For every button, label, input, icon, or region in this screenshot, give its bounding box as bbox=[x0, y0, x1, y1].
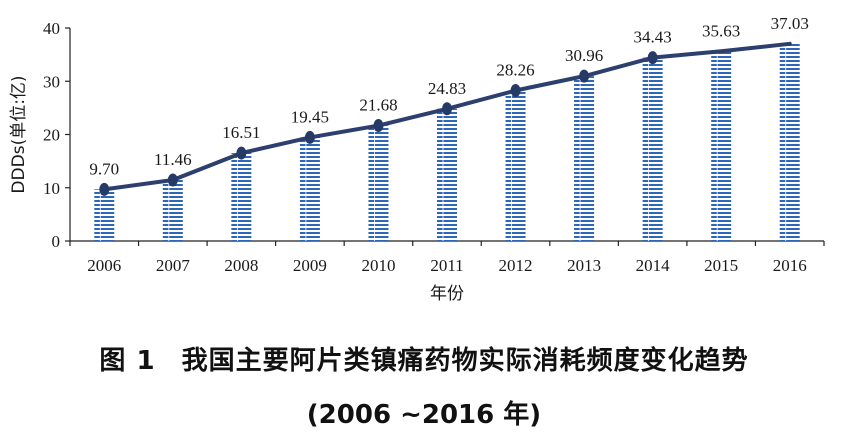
y-tick-label: 20 bbox=[43, 126, 60, 145]
data-label: 16.51 bbox=[222, 123, 260, 142]
data-label: 28.26 bbox=[496, 61, 534, 80]
line-marker bbox=[647, 51, 658, 65]
data-label: 30.96 bbox=[565, 46, 603, 65]
data-label: 35.63 bbox=[702, 21, 740, 40]
line-marker bbox=[579, 69, 590, 83]
y-tick-label: 10 bbox=[43, 179, 60, 198]
bar bbox=[368, 125, 389, 241]
line-marker bbox=[167, 173, 178, 187]
data-label: 9.70 bbox=[89, 159, 119, 178]
figure-number: 图 1 bbox=[99, 346, 156, 376]
x-axis: 2006 2007 2008 2009 2010 2011 2012 2013 2014 2015… bbox=[69, 240, 825, 275]
x-axis-title: 年份 bbox=[430, 284, 464, 304]
data-label: 21.68 bbox=[359, 96, 397, 115]
y-tick-label: 30 bbox=[43, 72, 60, 91]
bar bbox=[94, 189, 115, 241]
x-tick-label: 2016 bbox=[773, 256, 807, 275]
data-label: 11.46 bbox=[154, 150, 192, 169]
figure-period: (2006 ~2016 年) bbox=[306, 400, 542, 430]
x-tick-label: 2014 bbox=[636, 256, 671, 275]
x-tick-label: 2009 bbox=[293, 256, 327, 275]
line-marker bbox=[510, 84, 521, 98]
data-label: 37.03 bbox=[771, 14, 809, 33]
y-axis-title: DDDs(单位:亿) bbox=[9, 75, 29, 193]
figure-caption: 图 1 我国主要阿片类镇痛药物实际消耗频度变化趋势 bbox=[0, 340, 848, 377]
x-tick-label: 2011 bbox=[430, 256, 463, 275]
bar bbox=[505, 90, 526, 241]
bar bbox=[711, 51, 732, 241]
bar bbox=[574, 76, 595, 241]
data-label: 34.43 bbox=[634, 28, 672, 47]
x-tick-label: 2010 bbox=[361, 256, 395, 275]
data-label: 24.83 bbox=[428, 79, 466, 98]
x-tick-label: 2007 bbox=[156, 256, 191, 275]
data-labels: 9.70 11.46 16.51 19.45 21.68 24.83 28.26 30.96 3… bbox=[89, 14, 808, 179]
figure-title: 我国主要阿片类镇痛药物实际消耗频度变化趋势 bbox=[181, 346, 749, 376]
line-marker bbox=[373, 119, 384, 133]
y-tick-label: 40 bbox=[43, 19, 60, 38]
x-tick-label: 2013 bbox=[567, 256, 601, 275]
line-marker bbox=[442, 102, 452, 116]
line-marker bbox=[236, 146, 247, 160]
bar bbox=[162, 179, 183, 241]
x-tick-label: 2012 bbox=[499, 256, 533, 275]
bars bbox=[94, 43, 800, 242]
bar bbox=[437, 108, 457, 242]
y-axis: 0 10 20 30 40 bbox=[43, 19, 71, 251]
line-marker bbox=[99, 182, 110, 196]
bar bbox=[642, 57, 663, 242]
data-label: 19.45 bbox=[291, 107, 329, 126]
line-marker bbox=[304, 130, 315, 144]
y-tick-label: 0 bbox=[52, 232, 61, 251]
bar bbox=[779, 43, 800, 242]
trend-line bbox=[99, 41, 792, 196]
bar bbox=[299, 137, 320, 241]
x-tick-label: 2015 bbox=[704, 256, 738, 275]
bar bbox=[231, 153, 252, 241]
x-tick-label: 2008 bbox=[224, 256, 258, 275]
x-tick-label: 2006 bbox=[87, 256, 121, 275]
